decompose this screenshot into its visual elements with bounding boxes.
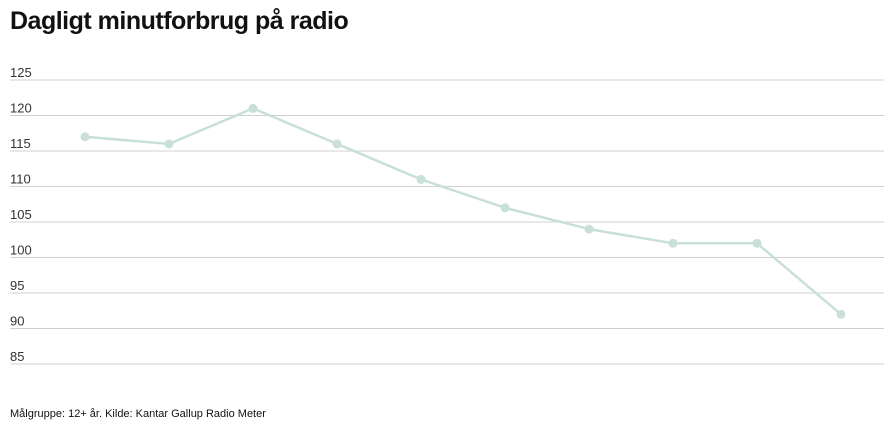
data-point-5	[500, 203, 510, 213]
data-point-8	[752, 238, 762, 248]
data-point-2	[248, 103, 258, 113]
y-tick-label: 125	[10, 65, 32, 80]
data-point-0	[80, 132, 90, 142]
y-tick-label: 105	[10, 207, 32, 222]
y-tick-label: 115	[10, 136, 31, 151]
series-line-path	[84, 107, 842, 316]
data-point-9	[836, 309, 846, 319]
series-line	[84, 107, 842, 316]
y-tick-label: 90	[10, 314, 24, 329]
chart-footnote: Målgruppe: 12+ år. Kilde: Kantar Gallup …	[10, 408, 266, 420]
data-point-6	[584, 224, 594, 234]
data-point-1	[164, 139, 174, 149]
y-tick-label: 95	[10, 278, 24, 293]
data-point-7	[668, 238, 678, 248]
y-tick-label: 100	[10, 243, 32, 258]
y-tick-label: 120	[10, 101, 32, 116]
y-axis-tick-labels: 125 120 115 110 105 100 95 90 85	[10, 65, 32, 364]
grid-lines	[10, 79, 884, 365]
series-points	[80, 103, 846, 319]
chart-title: Dagligt minutforbrug på radio	[10, 7, 349, 35]
data-point-3	[332, 139, 342, 149]
y-tick-label: 110	[10, 172, 31, 187]
data-point-4	[416, 174, 426, 184]
y-tick-label: 85	[10, 349, 24, 364]
